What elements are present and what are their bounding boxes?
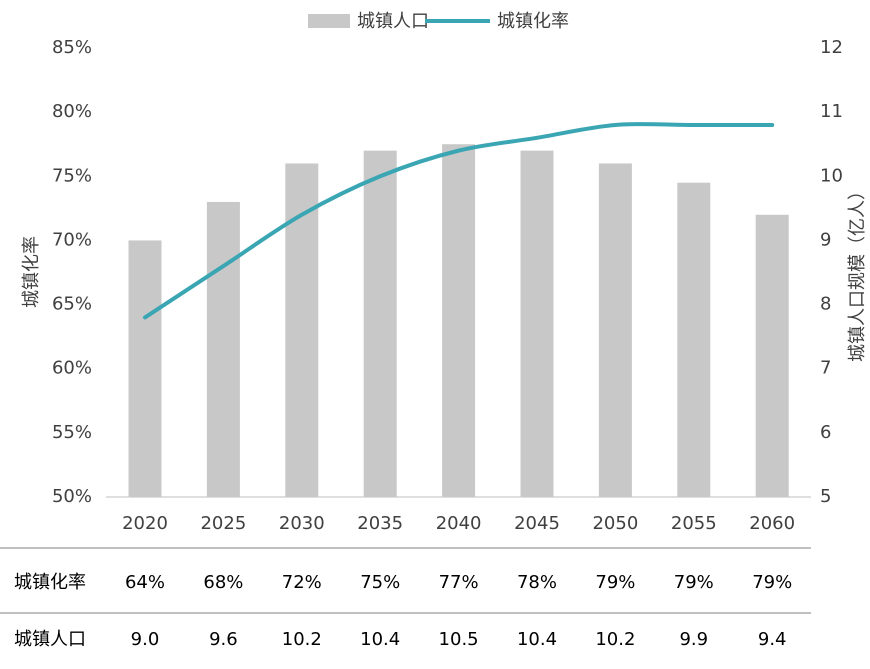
legend-swatch xyxy=(308,14,350,28)
x-tick-label: 2045 xyxy=(514,513,560,534)
y-tick-label: 60% xyxy=(52,358,92,379)
y2-tick-label: 10 xyxy=(820,165,843,186)
bar xyxy=(363,150,397,497)
x-tick-label: 2040 xyxy=(436,513,482,534)
table-cell: 9.4 xyxy=(758,629,787,650)
y2-tick-label: 11 xyxy=(820,101,843,122)
legend-label: 城镇人口 xyxy=(357,11,429,32)
table-cell: 77% xyxy=(439,572,479,593)
table-cell: 79% xyxy=(595,572,635,593)
table-cell: 10.2 xyxy=(282,629,322,650)
y-tick-label: 75% xyxy=(52,165,92,186)
bar xyxy=(755,214,789,497)
bar xyxy=(442,144,476,497)
table-cell: 78% xyxy=(517,572,557,593)
x-tick-label: 2020 xyxy=(122,513,168,534)
y2-axis-title: 城镇人口规模（亿人） xyxy=(847,182,868,362)
y-axis-title: 城镇化率 xyxy=(21,236,42,308)
x-tick-label: 2030 xyxy=(279,513,325,534)
y2-tick-label: 5 xyxy=(820,486,831,507)
table-cell: 10.4 xyxy=(517,629,557,650)
y2-tick-label: 8 xyxy=(820,294,831,315)
y2-tick-label: 12 xyxy=(820,37,843,58)
bar xyxy=(128,240,162,497)
legend-label: 城镇化率 xyxy=(497,11,569,32)
x-tick-label: 2060 xyxy=(749,513,795,534)
table-row-header: 城镇人口 xyxy=(14,629,86,650)
y-tick-label: 50% xyxy=(52,486,92,507)
y-tick-label: 80% xyxy=(52,101,92,122)
y-tick-label: 65% xyxy=(52,294,92,315)
table-cell: 72% xyxy=(282,572,322,593)
table-cell: 9.9 xyxy=(679,629,708,650)
table-cell: 75% xyxy=(360,572,400,593)
y-tick-label: 85% xyxy=(52,37,92,58)
x-tick-label: 2055 xyxy=(671,513,717,534)
table-row-header: 城镇化率 xyxy=(14,572,86,593)
x-tick-label: 2050 xyxy=(592,513,638,534)
y2-tick-label: 7 xyxy=(820,358,831,379)
y-tick-label: 70% xyxy=(52,229,92,250)
bar xyxy=(598,163,632,497)
bar xyxy=(677,182,711,497)
table-cell: 10.2 xyxy=(595,629,635,650)
y2-tick-label: 9 xyxy=(820,229,831,250)
table-cell: 64% xyxy=(125,572,165,593)
y2-tick-label: 6 xyxy=(820,422,831,443)
table-cell: 9.0 xyxy=(131,629,160,650)
bar xyxy=(520,150,554,497)
table-cell: 10.5 xyxy=(439,629,479,650)
x-tick-label: 2035 xyxy=(357,513,403,534)
x-tick-label: 2025 xyxy=(200,513,246,534)
table-cell: 79% xyxy=(752,572,792,593)
table-cell: 10.4 xyxy=(360,629,400,650)
line xyxy=(143,122,775,320)
table-cell: 9.6 xyxy=(209,629,238,650)
y-tick-label: 55% xyxy=(52,422,92,443)
table-cell: 68% xyxy=(203,572,243,593)
bar xyxy=(206,201,240,497)
table-cell: 79% xyxy=(674,572,714,593)
